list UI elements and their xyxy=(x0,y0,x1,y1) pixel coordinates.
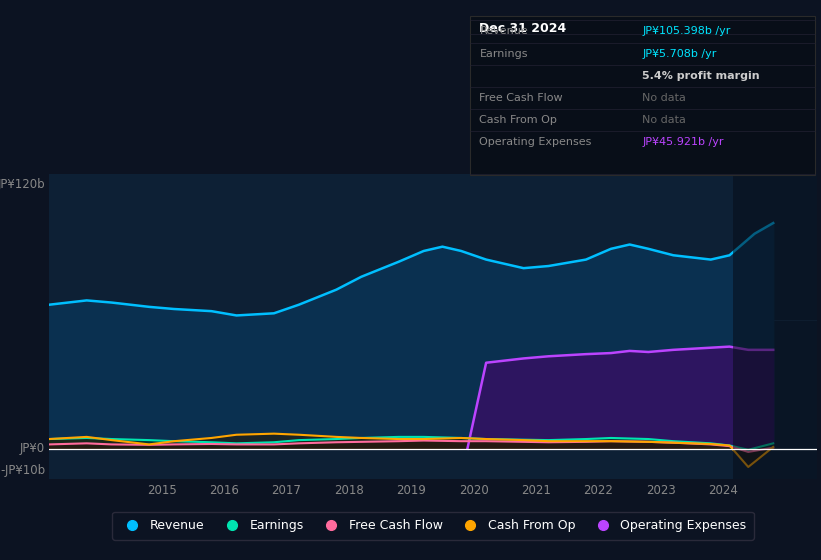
Text: No data: No data xyxy=(643,115,686,124)
Text: Free Cash Flow: Free Cash Flow xyxy=(479,92,563,102)
Text: No data: No data xyxy=(643,92,686,102)
Text: JP¥5.708b /yr: JP¥5.708b /yr xyxy=(643,49,717,58)
Text: -JP¥10b: -JP¥10b xyxy=(0,464,45,477)
Text: Revenue: Revenue xyxy=(479,26,528,36)
Text: JP¥0: JP¥0 xyxy=(20,442,45,455)
Text: JP¥45.921b /yr: JP¥45.921b /yr xyxy=(643,137,724,147)
Legend: Revenue, Earnings, Free Cash Flow, Cash From Op, Operating Expenses: Revenue, Earnings, Free Cash Flow, Cash … xyxy=(112,512,754,540)
Text: Dec 31 2024: Dec 31 2024 xyxy=(479,22,566,35)
Text: Operating Expenses: Operating Expenses xyxy=(479,137,592,147)
Bar xyxy=(732,174,817,479)
Text: JP¥120b: JP¥120b xyxy=(0,178,45,191)
Text: 5.4% profit margin: 5.4% profit margin xyxy=(643,71,760,81)
Text: Cash From Op: Cash From Op xyxy=(479,115,557,124)
Text: Earnings: Earnings xyxy=(479,49,528,58)
Text: JP¥105.398b /yr: JP¥105.398b /yr xyxy=(643,26,731,36)
